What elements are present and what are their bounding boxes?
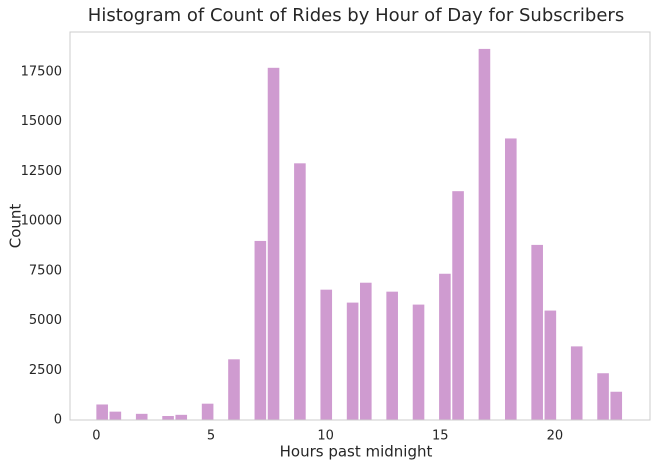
y-tick-label: 2500 bbox=[29, 363, 62, 378]
plot-frame bbox=[69, 31, 651, 421]
bar bbox=[228, 359, 240, 420]
bar bbox=[135, 413, 148, 420]
bar bbox=[109, 411, 122, 420]
x-tick-label: 20 bbox=[547, 429, 564, 444]
bar bbox=[478, 48, 491, 421]
bar bbox=[267, 67, 280, 421]
y-tick-label: 17500 bbox=[21, 64, 62, 79]
bar bbox=[320, 289, 333, 420]
bar bbox=[597, 373, 609, 420]
bar bbox=[96, 404, 108, 420]
x-tick-label: 5 bbox=[207, 429, 215, 444]
bar bbox=[175, 414, 188, 420]
bar bbox=[505, 138, 517, 420]
bar bbox=[386, 291, 398, 420]
y-tick-label: 15000 bbox=[21, 114, 62, 129]
x-tick-label: 10 bbox=[317, 429, 334, 444]
chart-title: Histogram of Count of Rides by Hour of D… bbox=[88, 5, 624, 26]
y-tick-label: 7500 bbox=[29, 263, 62, 278]
bar bbox=[452, 191, 464, 420]
y-tick-label: 5000 bbox=[29, 313, 62, 328]
bar bbox=[531, 244, 543, 420]
y-tick-label: 12500 bbox=[21, 164, 62, 179]
bar bbox=[346, 302, 359, 420]
y-tick-label: 0 bbox=[54, 413, 62, 428]
bar bbox=[201, 403, 214, 420]
y-tick-label: 10000 bbox=[21, 214, 62, 229]
bar bbox=[254, 240, 267, 420]
bar bbox=[610, 391, 623, 420]
bar bbox=[570, 346, 583, 420]
y-axis-label: Count bbox=[7, 204, 25, 249]
x-tick-label: 15 bbox=[432, 429, 449, 444]
x-tick-label: 0 bbox=[92, 429, 100, 444]
bar bbox=[412, 304, 425, 420]
bar bbox=[439, 273, 451, 420]
bar bbox=[162, 416, 174, 420]
bar bbox=[294, 163, 306, 421]
bar bbox=[360, 282, 372, 420]
x-axis-label: Hours past midnight bbox=[280, 443, 433, 461]
bar bbox=[544, 310, 557, 420]
